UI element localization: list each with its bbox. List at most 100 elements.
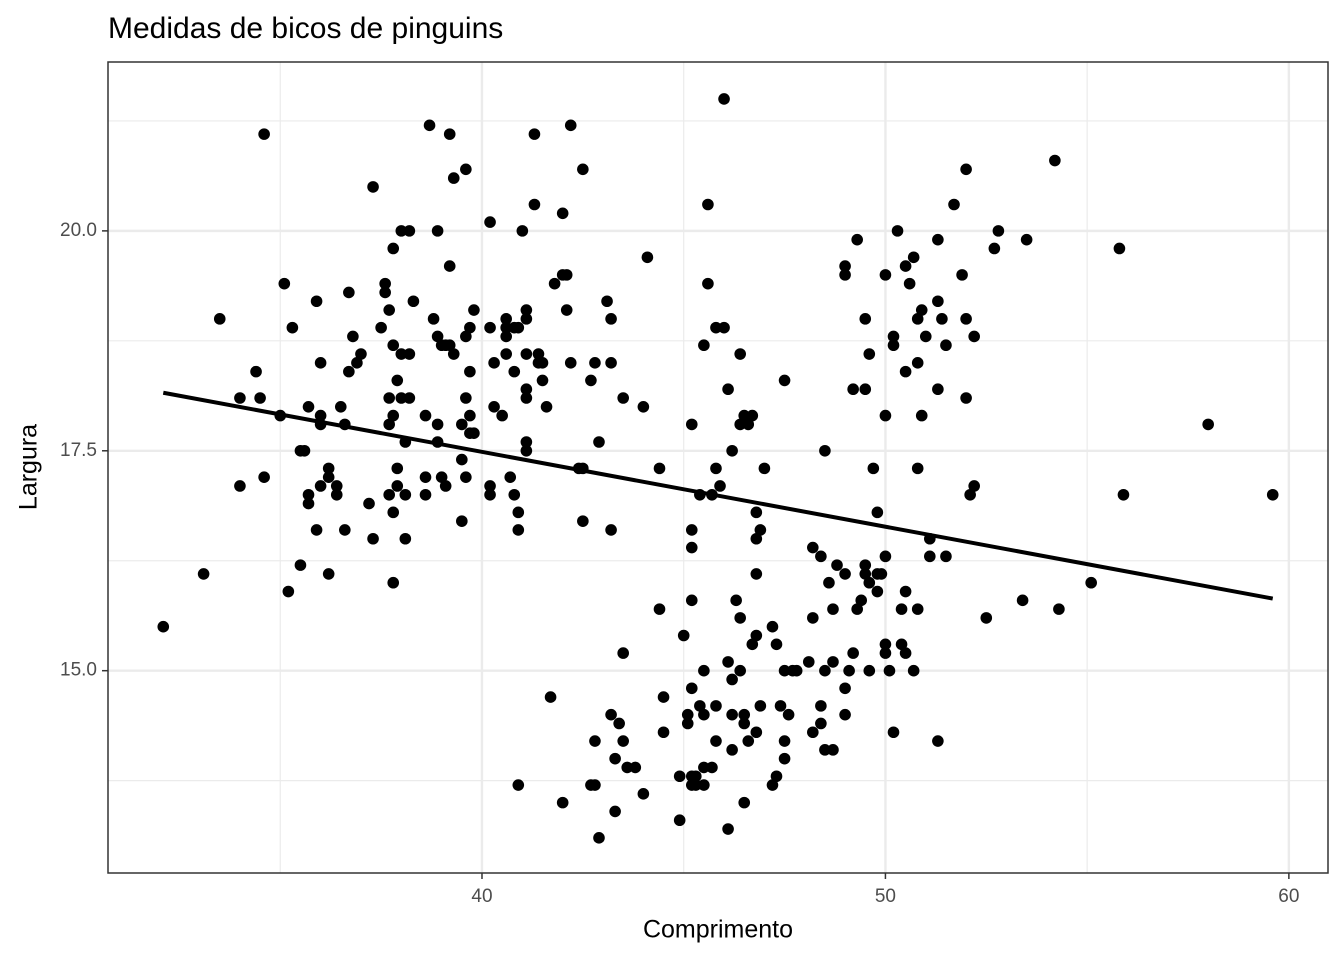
point	[831, 559, 843, 571]
plot-border	[107, 61, 1329, 874]
point	[919, 330, 932, 343]
point	[685, 541, 698, 554]
point	[815, 550, 827, 563]
point	[544, 691, 557, 703]
point	[468, 427, 480, 439]
point	[698, 779, 710, 791]
point	[718, 93, 730, 105]
point	[407, 295, 420, 308]
point	[863, 664, 876, 677]
point	[512, 779, 525, 791]
point	[379, 286, 391, 299]
point	[863, 348, 876, 360]
fit-line	[162, 390, 1274, 601]
point	[883, 664, 896, 677]
point	[484, 480, 496, 492]
point	[322, 462, 335, 475]
point	[605, 357, 617, 369]
point	[234, 392, 246, 404]
point	[859, 383, 872, 396]
point	[681, 717, 694, 730]
point	[702, 277, 714, 290]
point	[403, 392, 416, 404]
point	[782, 708, 795, 721]
point	[330, 488, 343, 501]
point	[464, 365, 476, 378]
point	[560, 304, 573, 316]
point	[460, 330, 472, 343]
point	[564, 119, 577, 132]
point	[439, 480, 452, 492]
point	[891, 225, 904, 237]
point	[673, 770, 686, 783]
point	[742, 418, 755, 431]
point	[258, 471, 270, 483]
point	[734, 664, 746, 677]
point	[698, 339, 710, 352]
point	[698, 708, 710, 721]
point	[823, 576, 835, 589]
point	[879, 550, 892, 563]
point	[314, 409, 327, 422]
point	[726, 708, 738, 721]
point	[512, 506, 525, 519]
point	[819, 744, 831, 756]
point	[613, 717, 625, 730]
point	[960, 392, 972, 404]
point	[714, 480, 726, 492]
point	[681, 708, 694, 721]
point	[391, 462, 404, 475]
point	[334, 401, 347, 413]
point	[968, 480, 980, 492]
point	[395, 225, 408, 237]
point	[859, 313, 872, 325]
point	[516, 225, 529, 237]
point	[197, 568, 210, 580]
point	[734, 418, 746, 431]
point	[907, 251, 920, 264]
point	[367, 532, 379, 545]
point	[677, 629, 690, 642]
point	[851, 233, 863, 246]
point	[871, 585, 884, 598]
point	[496, 409, 508, 422]
point	[859, 559, 872, 571]
point	[605, 708, 617, 721]
point	[718, 321, 730, 334]
point	[948, 198, 960, 211]
point	[964, 488, 976, 501]
point	[750, 726, 763, 739]
point	[403, 225, 416, 237]
point	[536, 374, 549, 387]
point	[1016, 594, 1029, 607]
point	[738, 717, 751, 730]
point	[980, 612, 993, 624]
point	[867, 462, 880, 475]
y-tick-label: 20.0	[60, 220, 97, 241]
point	[698, 761, 710, 774]
point	[754, 524, 767, 536]
point	[520, 392, 533, 404]
point	[936, 313, 948, 325]
point	[310, 524, 323, 536]
y-axis-title: Largura	[15, 424, 43, 510]
point	[536, 357, 549, 369]
point	[722, 383, 734, 396]
point	[778, 664, 791, 677]
point	[508, 488, 521, 501]
point	[702, 198, 714, 211]
point	[520, 348, 533, 360]
point	[778, 752, 791, 765]
point	[790, 664, 803, 677]
point	[754, 700, 767, 712]
point	[879, 638, 892, 651]
point	[839, 568, 851, 580]
point	[766, 620, 779, 633]
point	[722, 823, 734, 835]
point	[694, 700, 706, 712]
point	[750, 568, 763, 580]
point	[827, 744, 839, 756]
point	[932, 735, 944, 747]
